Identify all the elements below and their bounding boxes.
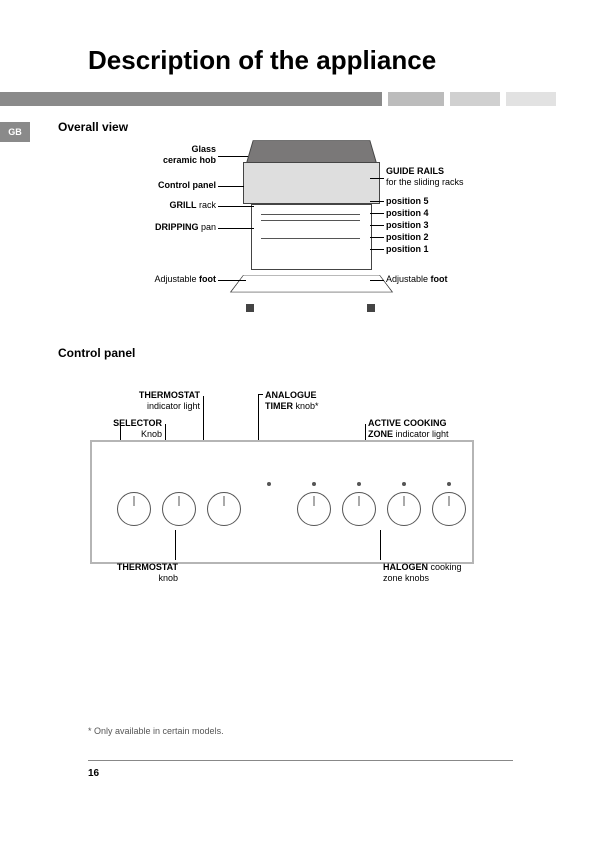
header-band-2 xyxy=(388,92,444,106)
selector-knob xyxy=(117,492,151,526)
overall-view-diagram: Glass ceramic hob Control panel GRILL ra… xyxy=(58,138,478,328)
timer-knob xyxy=(207,492,241,526)
halogen-knob-3 xyxy=(387,492,421,526)
label-position-3: position 3 xyxy=(386,220,429,231)
label-adjustable-foot-left: Adjustable foot xyxy=(118,274,216,285)
halogen-knob-4 xyxy=(432,492,466,526)
header-band-4 xyxy=(506,92,556,106)
label-active-cooking-zone: ACTIVE COOKING ZONE indicator light xyxy=(368,418,449,441)
label-selector-knob: SELECTOR Knob xyxy=(80,418,162,441)
label-dripping-pan: DRIPPING pan xyxy=(118,222,216,233)
thermostat-knob xyxy=(162,492,196,526)
halogen-knob-2 xyxy=(342,492,376,526)
page-number: 16 xyxy=(88,768,99,779)
label-thermostat-indicator-light: THERMOSTAT indicator light xyxy=(80,390,200,413)
label-thermostat-knob: THERMOSTAT knob xyxy=(90,562,178,585)
label-position-1: position 1 xyxy=(386,244,429,255)
control-panel-illustration xyxy=(90,440,474,564)
section-control-panel: Control panel xyxy=(58,346,135,360)
label-halogen-zone-knobs: HALOGEN cooking zone knobs xyxy=(383,562,462,585)
oven-illustration xyxy=(243,138,378,308)
page-title: Description of the appliance xyxy=(88,45,436,76)
footnote: * Only available in certain models. xyxy=(88,726,224,736)
label-position-5: position 5 xyxy=(386,196,429,207)
label-grill-rack: GRILL rack xyxy=(118,200,216,211)
language-tab: GB xyxy=(0,122,30,142)
label-position-4: position 4 xyxy=(386,208,429,219)
header-band-1 xyxy=(0,92,382,106)
label-guide-rails: GUIDE RAILS for the sliding racks xyxy=(386,166,464,189)
halogen-knob-1 xyxy=(297,492,331,526)
footer-rule xyxy=(88,760,513,761)
label-position-2: position 2 xyxy=(386,232,429,243)
label-glass-ceramic-hob: Glass ceramic hob xyxy=(118,144,216,167)
label-adjustable-foot-right: Adjustable foot xyxy=(386,274,448,285)
header-band-3 xyxy=(450,92,500,106)
label-analogue-timer: ANALOGUE TIMER knob* xyxy=(265,390,319,413)
section-overall-view: Overall view xyxy=(58,120,128,134)
label-control-panel: Control panel xyxy=(118,180,216,191)
